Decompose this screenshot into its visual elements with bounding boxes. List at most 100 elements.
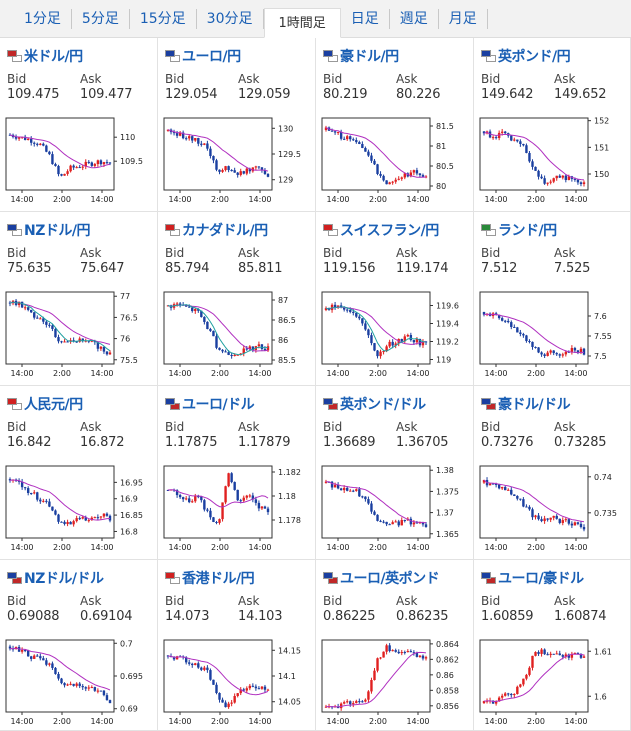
pair-name[interactable]: 豪ドル/ドル (498, 397, 571, 413)
pair-name[interactable]: 米ドル/円 (24, 49, 83, 65)
tab-4[interactable]: 1時間足 (263, 7, 341, 38)
candle (336, 131, 340, 135)
y-tick-label: 0.858 (436, 686, 459, 695)
candle (39, 317, 42, 320)
pair-link[interactable]: スイスフラン/円 (323, 221, 439, 239)
pair-name[interactable]: NZドル/ドル (24, 571, 104, 587)
candle (51, 506, 54, 512)
candle (494, 135, 498, 140)
ask-value: 80.226 (396, 87, 441, 102)
pair-name[interactable]: スイスフラン/円 (340, 223, 439, 239)
bid-value: 119.156 (323, 261, 376, 276)
candlestick-chart[interactable]: 0.74 0.735 14:00 2:00 14:00 (478, 464, 628, 554)
candlestick-chart[interactable]: 110 109.5 14:00 2:00 14:00 (4, 116, 154, 206)
pair-name[interactable]: ユーロ/豪ドル (498, 571, 584, 587)
candle (339, 129, 343, 141)
candle (96, 688, 100, 694)
pair-link[interactable]: 英ポンド/ドル (323, 395, 426, 413)
candle (513, 324, 516, 328)
candle (388, 181, 391, 185)
pair-link[interactable]: ユーロ/円 (165, 47, 241, 65)
candlestick-chart[interactable]: 1.182 1.18 1.178 14:00 2:00 14:00 (162, 464, 312, 554)
ask-value: 0.73285 (554, 435, 607, 450)
candlestick-chart[interactable]: 77 76.5 76 75.5 14:00 2:00 14:00 (4, 290, 154, 380)
candle (197, 494, 200, 499)
y-tick-label: 109.5 (120, 157, 143, 166)
tab-5[interactable]: 日足 (341, 8, 390, 29)
pair-name[interactable]: 人民元/円 (24, 397, 83, 413)
pair-name[interactable]: 英ポンド/円 (498, 49, 571, 65)
pair-name[interactable]: ユーロ/ドル (182, 397, 255, 413)
candle (26, 649, 30, 657)
pair-link[interactable]: 豪ドル/ドル (481, 395, 571, 413)
pair-name[interactable]: 豪ドル/円 (340, 49, 399, 65)
pair-link[interactable]: カナダドル/円 (165, 221, 268, 239)
rate-panel: NZドル/ドル Bid Ask 0.69088 0.69104 0.7 0.695… (0, 560, 158, 731)
candlestick-chart[interactable]: 14.15 14.1 14.05 14:00 2:00 14:00 (162, 638, 312, 728)
candle (266, 506, 270, 515)
pair-name[interactable]: 英ポンド/ドル (340, 397, 426, 413)
bid-label: Bid (7, 594, 27, 608)
x-tick-label: 2:00 (369, 543, 387, 552)
candlestick-chart[interactable]: 87 86.5 86 85.5 14:00 2:00 14:00 (162, 290, 312, 380)
candle (330, 480, 334, 490)
pair-name[interactable]: ユーロ/英ポンド (340, 571, 440, 587)
pair-link[interactable]: ユーロ/英ポンド (323, 569, 440, 587)
candlestick-chart[interactable]: 16.95 16.9 16.85 16.8 14:00 2:00 14:00 (4, 464, 154, 554)
candlestick-chart[interactable]: 0.7 0.695 0.69 14:00 2:00 14:00 (4, 638, 154, 728)
x-tick-label: 2:00 (53, 717, 71, 726)
pair-link[interactable]: NZドル/円 (7, 221, 90, 239)
candle (194, 307, 197, 314)
candle (364, 321, 367, 331)
candlestick-chart[interactable]: 0.864 0.862 0.86 0.858 0.856 14:00 2:00 14:00 (320, 638, 470, 728)
x-tick-label: 14:00 (168, 195, 191, 204)
pair-link[interactable]: 香港ドル/円 (165, 569, 255, 587)
candlestick-chart[interactable]: 119.6 119.4 119.2 119 14:00 2:00 14:00 (320, 290, 470, 380)
tab-7[interactable]: 月足 (439, 8, 488, 29)
ask-value: 149.652 (554, 87, 607, 102)
pair-link[interactable]: NZドル/ドル (7, 569, 104, 587)
candle (166, 655, 170, 659)
pair-name[interactable]: カナダドル/円 (182, 223, 268, 239)
rate-panel: 人民元/円 Bid Ask 16.842 16.872 16.95 16.9 16.… (0, 386, 158, 560)
candlestick-chart[interactable]: 7.6 7.55 7.5 14:00 2:00 14:00 (478, 290, 628, 380)
candle (191, 307, 194, 313)
candle (370, 332, 373, 346)
candle (188, 134, 191, 141)
candle (555, 175, 558, 181)
candle (194, 137, 197, 142)
candle (367, 149, 370, 157)
pair-name[interactable]: ランド/円 (498, 223, 557, 239)
candlestick-chart[interactable]: 130 129.5 129 14:00 2:00 14:00 (162, 116, 312, 206)
tab-6[interactable]: 週足 (390, 8, 439, 29)
candlestick-chart[interactable]: 152 151 150 14:00 2:00 14:00 (478, 116, 628, 206)
tab-1[interactable]: 5分足 (72, 8, 130, 29)
candlestick-chart[interactable]: 81.5 81 80.5 80 14:00 2:00 14:00 (320, 116, 470, 206)
tab-2[interactable]: 15分足 (130, 8, 197, 29)
tab-0[interactable]: 1分足 (14, 8, 72, 29)
bid-label: Bid (323, 246, 343, 260)
pair-link[interactable]: ランド/円 (481, 221, 557, 239)
tab-3[interactable]: 30分足 (197, 8, 264, 29)
candle (561, 517, 564, 526)
candlestick-chart[interactable]: 1.61 1.6 14:00 2:00 14:00 (478, 638, 628, 728)
pair-link[interactable]: 米ドル/円 (7, 47, 83, 65)
pair-name[interactable]: ユーロ/円 (182, 49, 241, 65)
candlestick-chart[interactable]: 1.38 1.375 1.37 1.365 14:00 2:00 14:00 (320, 464, 470, 554)
pair-link[interactable]: 人民元/円 (7, 395, 83, 413)
candle (412, 169, 416, 176)
pair-name[interactable]: 香港ドル/円 (182, 571, 255, 587)
candle (99, 346, 103, 351)
candle (39, 497, 42, 504)
candle (203, 143, 206, 146)
candle (212, 516, 215, 523)
pair-name[interactable]: NZドル/円 (24, 223, 90, 239)
pair-link[interactable]: ユーロ/ドル (165, 395, 255, 413)
pair-link[interactable]: 英ポンド/円 (481, 47, 571, 65)
pair-link[interactable]: 豪ドル/円 (323, 47, 399, 65)
bid-label: Bid (323, 594, 343, 608)
candle (188, 495, 191, 504)
candle (519, 329, 522, 337)
pair-link[interactable]: ユーロ/豪ドル (481, 569, 584, 587)
candle (424, 175, 428, 179)
